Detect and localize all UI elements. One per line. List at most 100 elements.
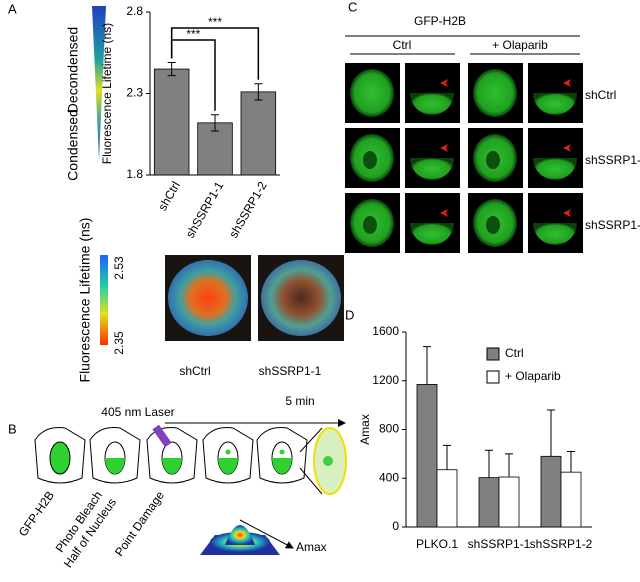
cell-schematic [34, 424, 308, 484]
row-label: shSSRP1-1 [585, 153, 640, 167]
x-tick-label: shCtrl [155, 179, 183, 213]
panel-label: B [8, 421, 17, 436]
condensation-gradient [92, 6, 106, 160]
x-tick-label: shSSRP1-2 [530, 537, 593, 551]
x-tick-label: shSSRP1-1 [468, 537, 531, 551]
nucleolus [486, 151, 500, 169]
colorbar-min: 2.35 [112, 331, 126, 355]
nucleus [473, 69, 517, 117]
colorbar-max: 2.53 [112, 256, 126, 280]
flim-nucleus [261, 260, 341, 336]
bar [416, 384, 438, 528]
panel-label: C [348, 0, 357, 14]
error-bar [485, 449, 493, 478]
flim-colorbar [100, 255, 108, 345]
bar [197, 122, 233, 176]
flim-nucleus [168, 260, 248, 336]
significance-label: *** [208, 15, 222, 29]
laser [152, 424, 172, 448]
bar [153, 68, 190, 176]
legend-swatch [486, 370, 500, 384]
nucleus-half [533, 158, 577, 180]
legend-swatch [486, 347, 500, 361]
damage-arrow [440, 79, 448, 87]
y-axis-label: Amax [358, 414, 372, 445]
flim-image-label: shCtrl [179, 364, 210, 378]
condition-label: + Olaparib [492, 38, 548, 52]
row-label: shSSRP1-2 [585, 218, 640, 232]
colorbar-label: Fluorescence Lifetime (ns) [77, 218, 93, 383]
error-bar [211, 114, 219, 132]
y-tick-label: 400 [379, 470, 399, 484]
bar [478, 477, 500, 528]
scale-top: Decondensed [65, 27, 81, 113]
y-tick-label: 2.8 [126, 4, 143, 18]
error-bar [547, 409, 555, 457]
zoom-line [299, 467, 323, 495]
y-tick-label: 1.8 [126, 167, 143, 181]
error-bar [423, 346, 431, 385]
damage-spot [225, 449, 231, 455]
nucleus-half [410, 93, 454, 115]
bleached-half [218, 458, 238, 474]
panel-label: D [345, 307, 354, 322]
significance-label: *** [186, 27, 200, 41]
error-bar [505, 453, 513, 478]
step-label: Point Damage [112, 488, 167, 559]
nucleus-half [533, 223, 577, 245]
y-tick-label: 1600 [372, 324, 399, 338]
nucleus [49, 441, 71, 475]
bleached-half [105, 458, 125, 474]
error-bar [254, 83, 263, 101]
x-tick-label: shSSRP1-2 [226, 179, 270, 241]
damage-arrow [563, 209, 571, 217]
flim-image-label: shSSRP1-1 [259, 364, 322, 378]
nucleus-half [533, 93, 577, 115]
nucleus-half [410, 158, 454, 180]
x-tick-label: shSSRP1-1 [183, 179, 227, 241]
damage-arrow [563, 144, 571, 152]
time-label: 5 min [285, 394, 314, 408]
damage-spot [323, 456, 333, 466]
nucleus [350, 69, 394, 117]
error-bar [567, 450, 575, 473]
bleached-half [272, 458, 292, 474]
y-tick-label: 800 [379, 422, 399, 436]
bar [436, 469, 458, 528]
row-label: shCtrl [585, 88, 616, 102]
bar [540, 455, 562, 528]
damage-arrow [440, 144, 448, 152]
y-tick-label: 1200 [372, 373, 399, 387]
nucleolus [363, 151, 377, 169]
bar [560, 471, 582, 528]
laser-label: 405 nm Laser [101, 405, 174, 419]
legend-label: Ctrl [505, 346, 524, 360]
imaging-title: GFP-H2B [414, 14, 466, 28]
significance-bracket [170, 27, 260, 80]
damage-arrow [440, 209, 448, 217]
step-label: GFP-H2B [16, 489, 57, 540]
y-tick-label: 0 [392, 519, 399, 533]
y-tick-label: 2.3 [126, 86, 143, 100]
amax-arrow [239, 519, 294, 549]
nucleus-half [410, 223, 454, 245]
error-bar [443, 444, 451, 470]
damage-spot [279, 449, 285, 455]
zoom-line [299, 427, 323, 453]
error-bar [167, 62, 176, 77]
damage-arrow [563, 79, 571, 87]
panel-label: A [8, 1, 17, 16]
bar [240, 91, 277, 176]
y-axis-label: Fluorescence Lifetime (ns) [100, 23, 114, 164]
scale-bottom: Condensed [65, 109, 81, 181]
nucleolus [363, 216, 377, 234]
condition-label: Ctrl [393, 38, 412, 52]
micrographs [345, 63, 583, 253]
peak [225, 525, 255, 545]
nucleolus [486, 216, 500, 234]
amax-label: Amax [296, 540, 327, 554]
bleached-half [162, 458, 182, 474]
legend-label: + Olaparib [505, 369, 561, 383]
x-tick-label: PLKO.1 [416, 537, 458, 551]
